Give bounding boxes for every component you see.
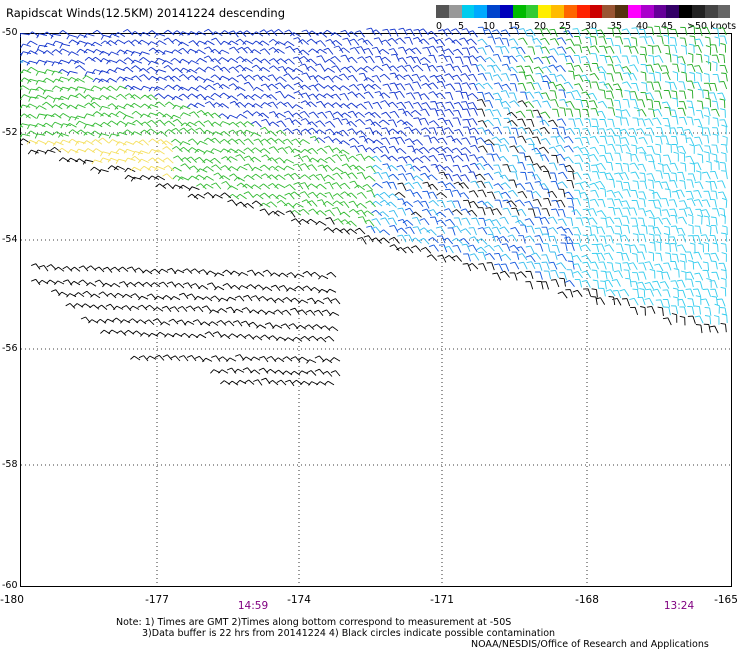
pass-time-label: 14:59 bbox=[237, 600, 269, 612]
lon-label-165: -165 bbox=[714, 594, 738, 606]
legend-swatch bbox=[538, 5, 552, 18]
lon-label-171: -171 bbox=[430, 594, 454, 606]
legend-swatch bbox=[653, 5, 667, 18]
legend-swatch bbox=[474, 5, 488, 18]
legend-label: 40 bbox=[636, 21, 649, 32]
note-line-2: 3)Data buffer is 22 hrs from 20141224 4)… bbox=[142, 628, 556, 639]
lat-label-56: -56 bbox=[2, 343, 18, 354]
wind-barbs bbox=[26, 137, 175, 180]
lat-label-50: -50 bbox=[2, 27, 18, 38]
legend-swatch bbox=[589, 5, 603, 18]
legend-label: 35 bbox=[610, 21, 623, 32]
wind-barbs bbox=[20, 27, 480, 182]
wind-barbs bbox=[571, 27, 728, 325]
map-frame bbox=[20, 33, 732, 587]
credit-line: NOAA/NESDIS/Office of Research and Appli… bbox=[471, 639, 709, 650]
legend-swatch bbox=[512, 5, 526, 18]
lon-label-174: -174 bbox=[287, 594, 311, 606]
legend-swatch bbox=[704, 5, 718, 18]
legend-label: 20 bbox=[534, 21, 547, 32]
map-title: Rapidscat Winds(12.5KM) 20141224 descend… bbox=[6, 6, 286, 20]
legend-label: 25 bbox=[559, 21, 572, 32]
legend-swatch bbox=[691, 5, 705, 18]
legend-label: 45 bbox=[661, 21, 674, 32]
pass-time-label: 13:24 bbox=[663, 600, 695, 612]
wind-barbs bbox=[20, 28, 576, 281]
wind-barbs bbox=[394, 99, 575, 218]
legend-label: 10 bbox=[483, 21, 496, 32]
lon-label-168: -168 bbox=[575, 594, 599, 606]
legend-label: 5 bbox=[458, 21, 465, 32]
legend-swatch bbox=[576, 5, 590, 18]
legend-swatch bbox=[666, 5, 680, 18]
note-line-1: Note: 1) Times are GMT 2)Times along bot… bbox=[116, 617, 512, 628]
wind-speed-legend: 0 5 10 15 20 25 30 35 40 45 >50 knots bbox=[436, 5, 736, 37]
legend-swatch bbox=[448, 5, 462, 18]
lat-label-60: -60 bbox=[2, 580, 18, 591]
legend-swatch bbox=[627, 5, 641, 18]
legend-swatch bbox=[640, 5, 654, 18]
legend-swatch bbox=[679, 5, 692, 18]
legend-swatch bbox=[487, 5, 500, 18]
lat-label-54: -54 bbox=[2, 234, 18, 245]
legend-swatch bbox=[525, 5, 539, 18]
legend-swatch bbox=[615, 5, 628, 18]
legend-color-bar bbox=[436, 5, 736, 18]
legend-swatch bbox=[602, 5, 616, 18]
legend-swatch bbox=[551, 5, 564, 18]
legend-labels: 0 5 10 15 20 25 30 35 40 45 >50 knots bbox=[436, 21, 736, 35]
wind-barbs bbox=[515, 25, 728, 119]
legend-swatch bbox=[717, 5, 731, 18]
legend-swatch bbox=[461, 5, 475, 18]
lat-label-52: -52 bbox=[2, 127, 18, 138]
legend-label: 0 bbox=[436, 21, 443, 32]
wind-map-plot[interactable] bbox=[20, 0, 740, 594]
legend-swatch bbox=[563, 5, 577, 18]
legend-label: >50 knots bbox=[687, 21, 737, 32]
lat-label-58: -58 bbox=[2, 459, 18, 470]
wind-barb-field bbox=[20, 25, 732, 587]
lon-label-180: -180 bbox=[0, 594, 24, 606]
legend-label: 30 bbox=[585, 21, 598, 32]
legend-swatch bbox=[436, 5, 449, 18]
wind-barbs bbox=[20, 138, 727, 387]
lon-label-177: -177 bbox=[145, 594, 169, 606]
legend-label: 15 bbox=[508, 21, 521, 32]
legend-swatch bbox=[499, 5, 513, 18]
wind-barbs bbox=[20, 66, 376, 227]
